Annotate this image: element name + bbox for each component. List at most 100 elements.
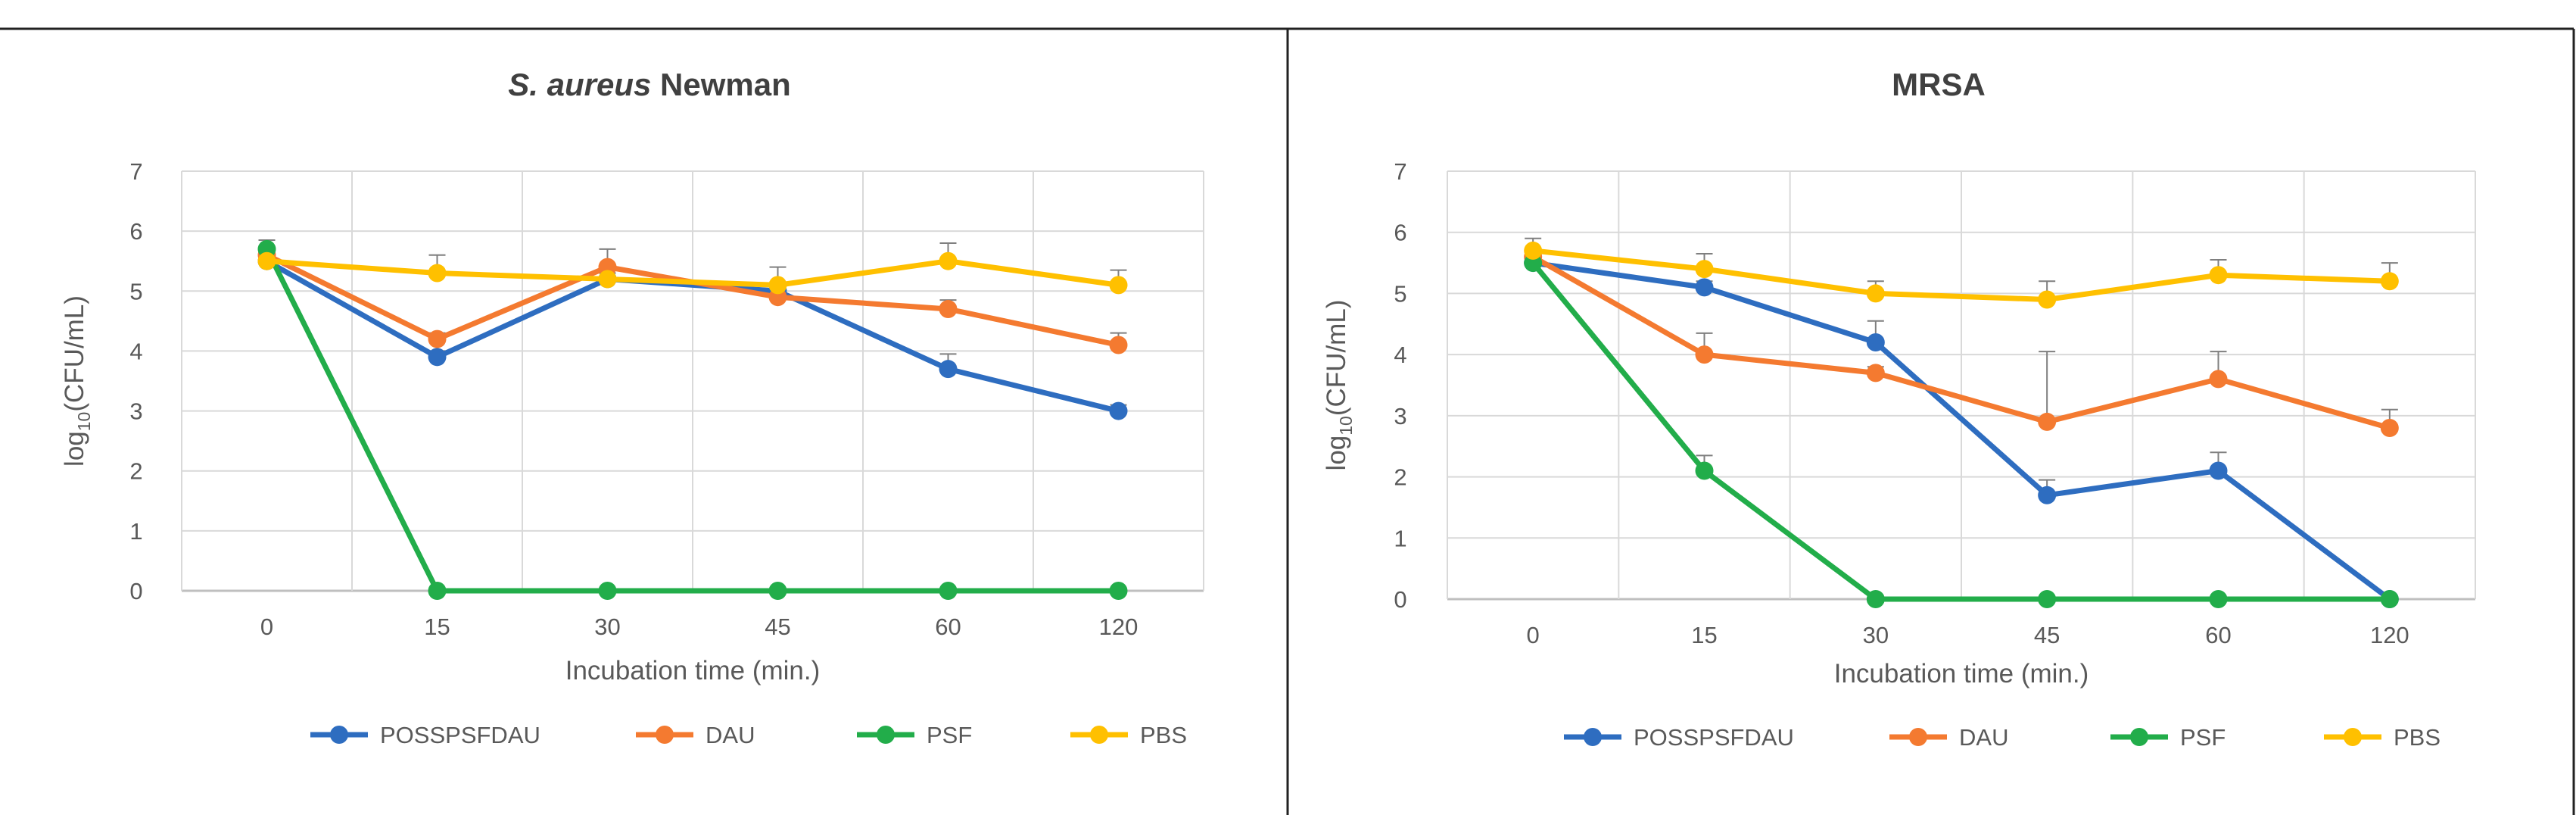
data-point-pbs xyxy=(598,270,617,289)
y-axis-title-suffix: (CFU/mL) xyxy=(1322,300,1351,417)
y-tick-label: 5 xyxy=(1394,280,1406,307)
y-axis-title-subscript: 10 xyxy=(1336,416,1356,436)
chart-title: MRSA xyxy=(1892,67,1986,102)
data-point-dau xyxy=(1109,336,1128,354)
data-point-psf xyxy=(1695,461,1714,480)
data-point-pbs xyxy=(1109,276,1128,295)
y-tick-label: 4 xyxy=(129,338,142,364)
x-tick-label: 30 xyxy=(594,614,620,640)
x-tick-label: 30 xyxy=(1863,622,1889,648)
series-line-posspsfdau xyxy=(1530,260,2393,602)
data-point-posspsfdau xyxy=(1695,278,1714,297)
data-point-psf xyxy=(1866,590,1885,608)
data-point-pbs xyxy=(428,264,447,283)
y-axis-title-suffix: (CFU/mL) xyxy=(60,295,89,412)
figure-frame xyxy=(0,27,2575,815)
y-tick-label: 0 xyxy=(129,578,142,604)
data-point-posspsfdau xyxy=(2038,486,2057,504)
legend-swatch-marker xyxy=(1090,726,1108,744)
y-tick-label: 4 xyxy=(1394,342,1406,368)
data-point-dau xyxy=(1866,364,1885,383)
y-tick-label: 6 xyxy=(129,218,142,245)
legend-swatch-marker xyxy=(1584,728,1602,746)
legend-swatch-marker xyxy=(330,726,348,744)
y-axis-title-prefix: log xyxy=(1322,436,1351,471)
data-point-psf xyxy=(2038,590,2057,608)
legend-label: PBS xyxy=(2394,724,2441,751)
data-point-psf xyxy=(2209,590,2228,608)
legend-swatch-marker xyxy=(877,726,895,744)
x-tick-label: 45 xyxy=(2034,622,2060,648)
data-point-psf xyxy=(1109,582,1128,600)
data-point-pbs xyxy=(2038,290,2057,309)
y-tick-label: 3 xyxy=(1394,403,1406,429)
data-point-dau xyxy=(428,329,447,348)
data-point-dau xyxy=(939,300,958,319)
legend-item-dau: DAU xyxy=(636,722,755,748)
x-axis-title: Incubation time (min.) xyxy=(1834,659,2089,689)
data-point-pbs xyxy=(768,276,787,295)
data-point-pbs xyxy=(1524,241,1543,260)
y-axis-title: log10(CFU/mL) xyxy=(60,295,94,467)
legend-swatch-marker xyxy=(656,726,674,744)
x-tick-label: 60 xyxy=(935,614,961,640)
data-point-dau xyxy=(2380,419,2399,437)
series-line-pbs xyxy=(264,258,1121,288)
legend-swatch-marker xyxy=(1909,728,1927,746)
x-tick-label: 15 xyxy=(1691,622,1717,648)
y-axis-title-subscript: 10 xyxy=(74,412,94,432)
y-tick-label: 1 xyxy=(1394,525,1406,551)
data-point-posspsfdau xyxy=(939,360,958,379)
legend-label: DAU xyxy=(1959,724,2008,751)
x-axis-title: Incubation time (min.) xyxy=(565,656,821,685)
legend-label: DAU xyxy=(706,722,755,748)
y-tick-label: 7 xyxy=(1394,158,1406,185)
series-line-pbs xyxy=(1530,248,2393,302)
data-point-dau xyxy=(1695,345,1714,364)
x-tick-label: 120 xyxy=(1099,614,1138,640)
x-tick-label: 15 xyxy=(424,614,450,640)
series-line-psf xyxy=(264,246,1121,594)
legend-swatch-marker xyxy=(2344,728,2362,746)
chart-title: S. aureus Newman xyxy=(508,67,790,102)
data-point-psf xyxy=(598,582,617,600)
legend-label: PSF xyxy=(927,722,972,748)
legend-swatch-marker xyxy=(2130,728,2148,746)
data-point-posspsfdau xyxy=(1109,401,1128,420)
y-tick-label: 1 xyxy=(129,518,142,545)
x-tick-label: 120 xyxy=(2370,622,2409,648)
chart-title-text: MRSA xyxy=(1892,67,1986,102)
y-tick-label: 0 xyxy=(1394,586,1406,613)
data-point-pbs xyxy=(2380,272,2399,291)
series-line-dau xyxy=(1530,254,2393,431)
y-tick-label: 3 xyxy=(129,398,142,425)
data-point-psf xyxy=(939,582,958,600)
series-line-psf xyxy=(1530,260,2393,602)
y-tick-label: 7 xyxy=(129,158,142,185)
y-tick-label: 5 xyxy=(129,278,142,304)
y-axis-title: log10(CFU/mL) xyxy=(1322,300,1356,471)
legend-label: POSSPSFDAU xyxy=(1634,724,1794,751)
data-point-pbs xyxy=(1866,284,1885,303)
legend-item-psf: PSF xyxy=(857,722,972,748)
data-point-posspsfdau xyxy=(1866,333,1885,351)
y-tick-label: 6 xyxy=(1394,220,1406,246)
x-tick-label: 0 xyxy=(1527,622,1540,648)
data-point-psf xyxy=(428,582,447,600)
legend-item-pbs: PBS xyxy=(1070,722,1187,748)
data-point-pbs xyxy=(2209,266,2228,285)
data-point-dau xyxy=(2209,370,2228,389)
data-point-dau xyxy=(2038,412,2057,431)
series-line-posspsfdau xyxy=(264,258,1121,414)
data-point-pbs xyxy=(257,251,276,270)
legend-label: PSF xyxy=(2180,724,2226,751)
legend-item-psf: PSF xyxy=(2110,724,2226,751)
y-tick-label: 2 xyxy=(1394,464,1406,491)
y-axis-title-prefix: log xyxy=(60,431,89,467)
data-point-posspsfdau xyxy=(2209,461,2228,480)
data-point-psf xyxy=(768,582,787,600)
chart-title-text: Newman xyxy=(651,67,790,102)
